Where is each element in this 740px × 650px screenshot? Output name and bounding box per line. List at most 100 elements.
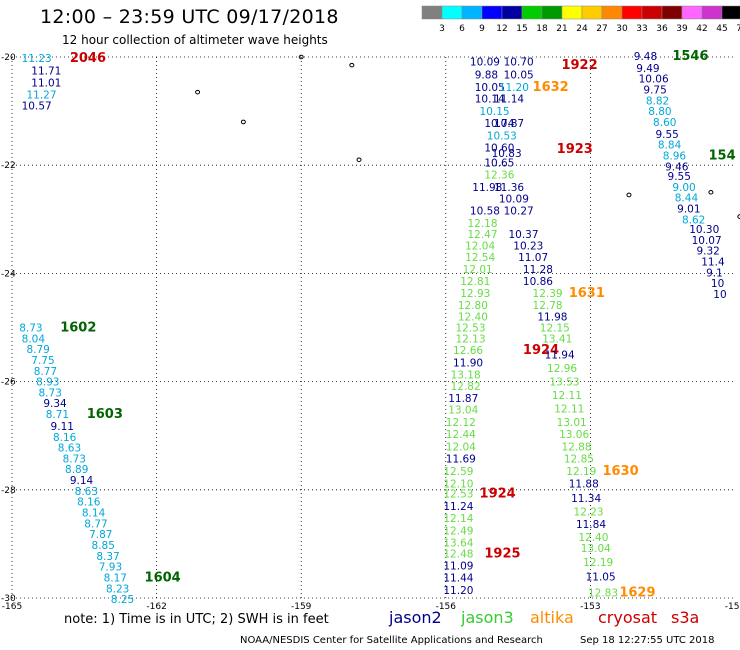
- wave-height-label: 12.04: [446, 442, 476, 454]
- wave-height-label: 7.75: [31, 355, 54, 367]
- footer-timestamp: Sep 18 12:27:55 UTC 2018: [580, 635, 715, 646]
- pass-time-label: 1925: [484, 547, 520, 562]
- wave-height-label: 12.19: [566, 466, 596, 478]
- wave-height-label: 12.14: [443, 513, 473, 525]
- wave-height-label: 13.04: [448, 405, 478, 417]
- lon-label: -150: [725, 602, 740, 612]
- wave-height-label: 11.20: [499, 82, 529, 94]
- wave-height-label: 11.69: [446, 453, 476, 465]
- wave-height-label: 12.11: [552, 390, 582, 402]
- wave-height-label: 8.16: [77, 497, 101, 509]
- wave-height-label: 12.39: [533, 288, 563, 300]
- wave-height-label: 8.73: [39, 387, 62, 399]
- wave-height-label: 12.15: [540, 323, 570, 335]
- wave-height-label: 8.82: [646, 95, 669, 107]
- wave-height-label: 9.00: [672, 182, 695, 194]
- lat-label: -26: [1, 378, 16, 388]
- wave-height-label: 10.30: [689, 224, 719, 236]
- pass-time-label: 1630: [602, 464, 638, 479]
- wave-height-label: 10.70: [504, 56, 534, 68]
- wave-height-label: 12.12: [446, 417, 476, 429]
- wave-height-label: 12.01: [463, 264, 493, 276]
- wave-height-label: 12.82: [451, 381, 481, 393]
- wave-height-label: 9.46: [665, 161, 689, 173]
- wave-height-label: 8.63: [58, 443, 81, 455]
- wave-height-label: 12.83: [588, 588, 618, 600]
- wave-height-label: 12.59: [443, 466, 473, 478]
- wave-height-label: 10.58: [470, 206, 500, 218]
- wave-height-label: 11.84: [576, 519, 606, 531]
- wave-height-label: 8.77: [84, 518, 107, 530]
- pass-time-label: 154: [708, 148, 735, 163]
- wave-height-label: 10.37: [508, 229, 538, 241]
- wave-height-label: 8.17: [104, 572, 127, 584]
- lat-label: -20: [1, 53, 16, 63]
- wave-height-label: 11.87: [448, 393, 478, 405]
- wave-height-label: 13.04: [581, 543, 611, 555]
- pass-time-label: 1629: [619, 586, 655, 601]
- wave-height-label: 9.14: [70, 475, 94, 487]
- wave-height-label: 8.71: [46, 409, 69, 421]
- wave-height-label: 11.44: [443, 572, 473, 584]
- colorbar-tick-label: 15: [516, 24, 527, 34]
- wave-height-label: 10.57: [22, 101, 52, 113]
- wave-height-label: 11.09: [443, 561, 473, 573]
- wave-height-label: 8.60: [653, 117, 676, 129]
- pass-time-label: 1922: [561, 58, 597, 73]
- wave-height-label: 12.13: [455, 333, 485, 345]
- wave-height-label: 12.85: [564, 453, 594, 465]
- lat-label: -22: [1, 161, 16, 171]
- wave-height-label: 8.14: [82, 508, 106, 520]
- wave-height-label: 8.93: [36, 377, 59, 389]
- lat-label: -30: [1, 594, 16, 604]
- wave-height-label: 9.11: [51, 421, 74, 433]
- wave-height-label: 8.62: [682, 214, 705, 226]
- wave-height-label: 7.93: [99, 562, 122, 574]
- wave-height-label: 12.53: [455, 323, 485, 335]
- wave-height-label: 10.74: [484, 118, 514, 130]
- wave-height-label: 8.23: [106, 583, 129, 595]
- pass-time-label: 1602: [60, 321, 96, 336]
- colorbar-tick-label: 9: [479, 24, 485, 34]
- wave-height-label: 11.4: [701, 256, 725, 268]
- colorbar-tick-label: 36: [656, 24, 668, 34]
- wave-height-label: 11.94: [545, 350, 575, 362]
- wave-height-label: 13.53: [549, 377, 579, 389]
- wave-height-label: 9.55: [655, 129, 678, 141]
- wave-height-label: 8.77: [34, 366, 57, 378]
- wave-height-label: 9.49: [636, 63, 659, 75]
- colorbar: 36912151821242730333639424570(ft): [421, 5, 740, 34]
- wave-height-label: 12.40: [578, 532, 608, 544]
- wave-height-label: 12.04: [465, 240, 495, 252]
- wave-height-label: 8.16: [53, 432, 77, 444]
- wave-height-label: 9.48: [634, 51, 657, 63]
- wave-height-label: 10.53: [487, 130, 517, 142]
- legend-s3a: s3a: [671, 608, 700, 627]
- colorbar-tick-label: 18: [536, 24, 548, 34]
- pass-time-label: 1603: [87, 407, 123, 422]
- wave-height-label: 8.84: [658, 140, 682, 152]
- wave-height-label: 13.01: [557, 417, 587, 429]
- lon-label: -159: [291, 602, 312, 612]
- lon-label: -162: [146, 602, 166, 612]
- wave-height-label: 13.18: [451, 370, 481, 382]
- wave-height-label: 11.24: [443, 501, 473, 513]
- legend-cryosat: cryosat: [598, 608, 658, 627]
- wave-height-label: 10.14: [475, 94, 505, 106]
- pass-time-label: 2046: [70, 51, 106, 66]
- wave-height-label: 12.96: [547, 363, 577, 375]
- wave-height-label: 9.75: [643, 84, 666, 96]
- wave-height-label: 8.80: [648, 106, 671, 118]
- colorbar-tick-label: 24: [576, 24, 588, 34]
- wave-height-label: 13.64: [443, 537, 473, 549]
- colorbar-tick-label: 70: [736, 24, 740, 34]
- wave-height-label: 12.11: [554, 404, 584, 416]
- wave-height-label: 12.88: [561, 442, 591, 454]
- colorbar-tick-label: 42: [696, 24, 707, 34]
- wave-height-label: 12.23: [574, 506, 604, 518]
- wave-height-label: 9.32: [696, 246, 719, 258]
- lon-label: -153: [580, 602, 600, 612]
- wave-height-label: 11.23: [22, 53, 52, 65]
- wave-height-label: 12.81: [460, 276, 490, 288]
- wave-height-label: 12.53: [443, 489, 473, 501]
